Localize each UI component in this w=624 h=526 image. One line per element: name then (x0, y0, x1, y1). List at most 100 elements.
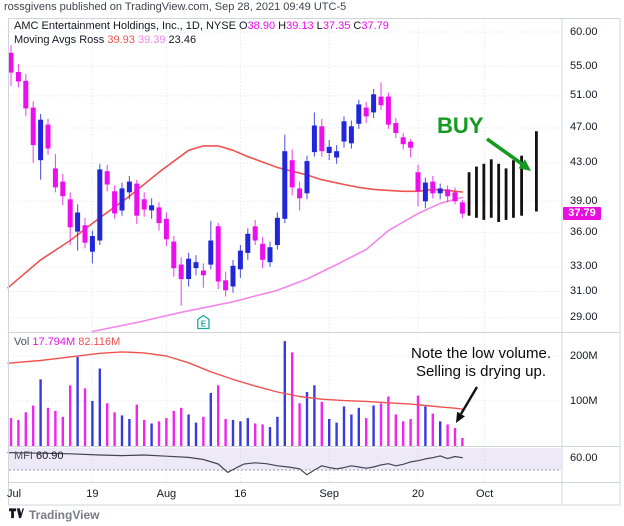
candle-body (200, 270, 206, 276)
candle-body (193, 262, 199, 269)
volume-bar (372, 405, 375, 446)
candle-body (252, 226, 258, 241)
volume-bar (431, 413, 434, 446)
candle-body (149, 205, 155, 211)
candle-body (178, 264, 184, 280)
time-tick-label: 19 (86, 488, 99, 500)
volume-bar (46, 407, 50, 447)
buy-annotation-text: BUY (437, 113, 484, 138)
symbol-legend[interactable]: AMC Entertainment Holdings, Inc., 1D, NY… (14, 20, 389, 32)
candle-body (119, 188, 125, 211)
volume-bar (98, 368, 101, 446)
candle-body (223, 280, 229, 291)
buy-arrow-head (518, 159, 531, 171)
volume-legend[interactable]: Vol 17.794M 82.116M (14, 336, 120, 348)
mfi-line (7, 452, 463, 476)
candle-body (363, 107, 369, 117)
tradingview-watermark[interactable]: TradingView (9, 508, 99, 522)
note-annotation-text: Note the low volume. Selling is drying u… (392, 345, 570, 381)
note-line-1: Note the low volume. (410, 345, 552, 362)
volume-bar (291, 352, 294, 446)
moving-avgs-legend[interactable]: Moving Avgs Ross 39.93 39.39 23.46 (14, 34, 196, 46)
volume-bar (254, 423, 257, 446)
volume-bar (143, 419, 146, 446)
candle-body (430, 181, 436, 194)
moving-avg-value: 39.93 (107, 34, 135, 46)
ohlc-value: 37.35 (322, 20, 351, 32)
candle-body (274, 217, 280, 245)
time-tick-label: Sep (319, 488, 339, 500)
candle-body (311, 125, 317, 153)
volume-bar (24, 412, 27, 447)
volume-tick-label: 100M (570, 395, 598, 407)
price-tick-label: 36.00 (570, 226, 598, 238)
candle-body (282, 151, 288, 219)
candle-body (400, 137, 406, 145)
candle-body (23, 80, 29, 109)
last-price-badge: 37.79 (563, 207, 601, 220)
candle-body (38, 119, 44, 161)
ohlc-value: 38.90 (247, 20, 276, 32)
volume-bar (402, 421, 405, 447)
volume-bar (217, 385, 220, 447)
candle-body (341, 121, 347, 142)
candle-body (15, 72, 21, 82)
price-tick-label: 51.00 (570, 89, 598, 101)
volume-bar (113, 412, 116, 447)
time-tick-label: 20 (411, 488, 425, 500)
candle-body (30, 107, 36, 146)
candle-body (326, 146, 332, 153)
candle-body (141, 199, 147, 210)
volume-bar (350, 414, 353, 446)
moving-avg-value: 23.46 (165, 34, 197, 46)
volume-bar (453, 428, 457, 446)
candle-body (445, 189, 451, 197)
volume-ma-line (7, 351, 464, 410)
volume-bar (394, 414, 397, 446)
candle-body (171, 241, 177, 269)
slow-moving-average-line (91, 196, 464, 333)
volume-bar (268, 427, 272, 446)
volume-bar (39, 379, 42, 446)
candle-body (297, 188, 303, 199)
note-line-2: Selling is drying up. (415, 363, 547, 380)
volume-bar (165, 418, 168, 446)
earnings-icon (197, 314, 210, 330)
time-tick-label: Aug (156, 488, 177, 500)
volume-bar (91, 401, 94, 446)
volume-bar (379, 403, 383, 447)
volume-bar (239, 421, 242, 447)
volume-bar (128, 419, 131, 446)
volume-bar (387, 396, 390, 446)
volume-bar (305, 392, 309, 446)
mfi-tick-label: 60.00 (570, 452, 598, 464)
volume-value: 17.794M (32, 336, 76, 348)
volume-bar (246, 418, 249, 446)
ohlc-values: O38.90 H39.13 L37.35 C37.79 (239, 20, 389, 32)
price-tick-label: 60.00 (570, 26, 598, 38)
time-tick-label: Oct (476, 488, 494, 500)
candle-body (437, 188, 443, 194)
volume-bar (9, 418, 13, 446)
volume-bar (76, 356, 79, 446)
volume-bar (209, 392, 212, 446)
volume-bar (69, 385, 72, 447)
candle-body (356, 104, 362, 124)
volume-bar (172, 410, 175, 446)
volume-bar (298, 403, 301, 447)
candle-body (75, 212, 81, 232)
volume-bar (342, 406, 346, 446)
earnings-icon-letter: E (201, 320, 207, 329)
volume-bar (61, 416, 64, 447)
mfi-legend[interactable]: MFI 60.90 (14, 450, 64, 462)
volume-bar (313, 385, 316, 447)
candle-body (134, 183, 140, 216)
volume-tick-label: 200M (570, 350, 598, 362)
candle-body (67, 199, 73, 228)
candle-body (378, 96, 384, 106)
candle-body (319, 126, 325, 152)
price-tick-label: 33.00 (570, 260, 598, 272)
candle-body (393, 123, 399, 133)
